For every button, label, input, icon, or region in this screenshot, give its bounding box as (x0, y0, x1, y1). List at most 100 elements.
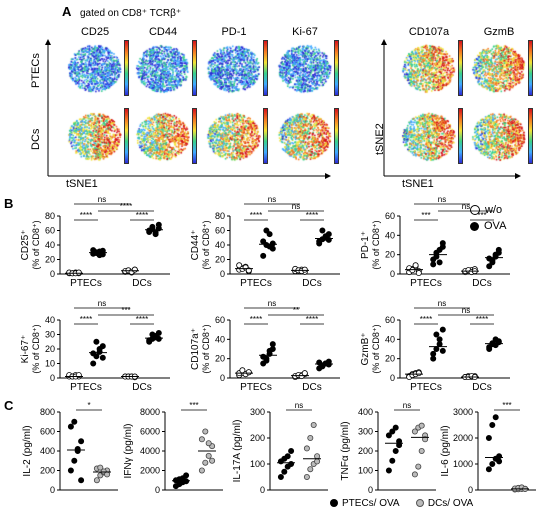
data-point-dcs-ova (205, 452, 212, 459)
data-point-ptecs-ova (67, 423, 74, 430)
group-label: DCs (132, 382, 151, 393)
y-tick-label: 0 (155, 485, 160, 495)
significance-label: ns (462, 306, 470, 315)
y-tick-label: 300 (358, 427, 373, 437)
data-point-dcs-ova (198, 436, 205, 443)
y-tick-label: 6000 (140, 427, 160, 437)
data-point-dcs-ova (422, 436, 429, 443)
y-axis-label: CD107a⁺ (190, 328, 201, 370)
panel-a-xlabel-right: tSNE1 (402, 178, 434, 190)
y-tick-label: 100 (358, 466, 373, 476)
significance-label: **** (306, 211, 318, 220)
data-point-ptecs-ova (284, 453, 291, 460)
significance-label: ** (293, 306, 299, 315)
data-point-dcs-ova (310, 421, 317, 428)
legend-filled-circle-icon (470, 221, 479, 231)
colorbar (458, 40, 463, 96)
tsne-map-pd1-dcs (205, 108, 261, 164)
panel-b-legend: w/o OVA (470, 204, 506, 232)
data-point-wo (412, 262, 419, 269)
y-tick-label: 200 (40, 466, 55, 476)
significance-label: *** (189, 401, 198, 410)
data-point-ova (263, 357, 270, 364)
significance-label: **** (476, 315, 488, 324)
data-point-ptecs-ova (78, 438, 85, 445)
y-tick-label: 300 (250, 407, 265, 417)
y-axis-label: IFNγ (pg/ml) (123, 424, 134, 479)
significance-label: *** (502, 401, 511, 410)
tsne-map-ki67-dcs (276, 108, 332, 164)
y-axis-label: CD44⁺ (190, 230, 201, 261)
data-point-wo (415, 270, 422, 277)
tsne-map-cd44-ptecs (134, 40, 190, 96)
y-axis-label: PD-1⁺ (360, 231, 371, 259)
data-point-ptecs-ova (489, 461, 496, 468)
data-point-ova (99, 354, 106, 361)
legend-label-wo: w/o (485, 204, 503, 216)
data-point-ova (269, 240, 276, 247)
significance-label: **** (136, 211, 148, 220)
data-point-ova (93, 338, 100, 345)
y-tick-label: 20 (45, 344, 55, 354)
y-tick-label: 20 (215, 255, 225, 265)
y-tick-label: 400 (40, 446, 55, 456)
data-point-ova (90, 350, 97, 357)
cytokine-plot-2: 0 100 200 300 IL-17A (pg/ml) ns (232, 401, 328, 495)
group-label: PTECs (240, 382, 272, 393)
data-point-dcs-ova (303, 445, 310, 452)
panel-a-axes (45, 39, 521, 179)
y-tick-label: 0 (468, 485, 473, 495)
dot-plot-0: 0 20 40 60 80 CD25⁺ (% of CD8⁺) PTECs DCs **** ***… (20, 195, 170, 289)
data-point-ptecs-ova (67, 467, 74, 474)
data-point-ova (430, 261, 437, 268)
data-point-ptecs-ova (389, 428, 396, 435)
significance-label: ns (295, 401, 303, 410)
tsne-map-cd107a-ptecs (400, 40, 456, 96)
colorbar (124, 40, 129, 96)
data-point-dcs-ova (314, 458, 321, 465)
significance-label: ns (403, 401, 411, 410)
tsne-map-ki67-ptecs (276, 40, 332, 96)
data-point-ptecs-ova (489, 421, 496, 428)
legend-open-circle-icon (470, 205, 480, 216)
data-point-ova (430, 350, 437, 357)
data-point-ova (439, 243, 446, 250)
y-axis-label: Ki-67⁺ (20, 335, 31, 364)
significance-label: ns (438, 195, 446, 204)
y-tick-label: 10 (45, 359, 55, 369)
y-tick-label: 40 (45, 240, 55, 250)
y-tick-label: 2000 (140, 466, 160, 476)
y-axis-unit: (% of CD8⁺) (201, 220, 211, 269)
y-tick-label: 60 (45, 226, 55, 236)
data-point-ova (436, 341, 443, 348)
dot-plot-1: 0 20 40 60 80 CD44⁺ (% of CD8⁺) PTECs DCs **** ***… (190, 195, 340, 289)
group-label: PTECs (240, 278, 272, 289)
panel-a-xlabel-left: tSNE1 (66, 178, 98, 190)
data-point-wo (245, 369, 252, 376)
marker-title-pd1: PD-1 (221, 26, 247, 38)
y-tick-label: 200 (250, 433, 265, 443)
group-label: DCs (472, 382, 491, 393)
y-tick-label: 40 (45, 315, 55, 325)
colorbar (528, 40, 533, 96)
y-tick-label: 1000 (453, 459, 473, 469)
data-point-ova (439, 347, 446, 354)
tsne-map-gzmb-ptecs (470, 40, 526, 96)
dot-plot-5: 0 20 40 60 GzmB⁺ (% of CD8⁺) PTECs DCs **** **** n… (360, 299, 510, 393)
significance-label: **** (80, 211, 92, 220)
data-point-ova (495, 249, 502, 256)
data-point-ova (146, 227, 153, 234)
legend-item-ova: OVA (470, 220, 506, 232)
data-point-dcs-ova (97, 464, 104, 471)
data-point-ptecs-ova (71, 457, 78, 464)
dot-plot-2: 0 20 40 60 PD-1⁺ (% of CD8⁺) PTECs DCs *** *** ns n… (360, 195, 510, 289)
y-tick-label: 4000 (140, 446, 160, 456)
data-point-ptecs-ova (496, 453, 503, 460)
significance-label: ns (462, 202, 470, 211)
data-point-ptecs-ova (385, 432, 392, 439)
cytokine-plot-3: 0 100 200 300 400 TNFα (pg/ml) ns (340, 401, 436, 495)
y-tick-label: 60 (385, 211, 395, 221)
data-point-ptecs-ova (74, 448, 81, 455)
panel-c-letter: C (4, 398, 14, 413)
